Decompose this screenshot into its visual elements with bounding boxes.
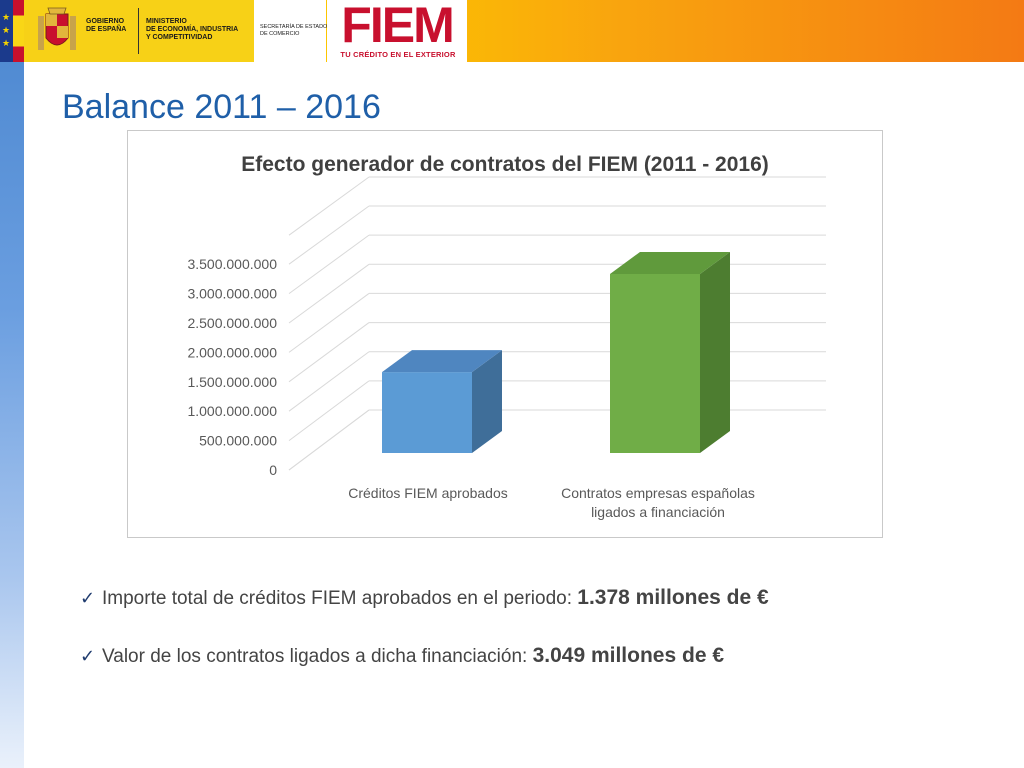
bar	[610, 274, 700, 453]
gridline-side	[288, 380, 370, 442]
checkmark-icon: ✓	[80, 588, 96, 609]
bullet-list: ✓ Importe total de créditos FIEM aprobado…	[80, 586, 769, 702]
bar-top	[382, 350, 502, 373]
gridline-side	[288, 234, 370, 295]
chart-frame: Efecto generador de contratos del FIEM (…	[127, 130, 883, 538]
x-tick-label: Créditos FIEM aprobados	[348, 485, 508, 501]
bar	[382, 372, 472, 453]
bullet-text: Valor de los contratos ligados a dicha f…	[102, 646, 533, 667]
left-accent-bar	[0, 0, 24, 768]
y-tick-label: 2.000.000.000	[187, 344, 277, 360]
eu-flag: ★ ★ ★	[0, 0, 13, 62]
fiem-logo: FIEM	[341, 0, 454, 48]
coat-of-arms-icon	[38, 7, 76, 50]
ministry-line-3: Y COMPETITIVIDAD	[146, 34, 213, 41]
y-tick-label: 3.000.000.000	[187, 286, 277, 302]
bullet-item: ✓ Valor de los contratos ligados a dicha …	[80, 644, 769, 674]
checkmark-icon: ✓	[80, 646, 96, 667]
x-tick-label: ligados a financiación	[591, 504, 725, 520]
bar-top	[610, 252, 730, 274]
star-icon: ★	[2, 13, 11, 23]
y-tick-label: 1.500.000.000	[187, 374, 277, 390]
gridline-side	[288, 176, 370, 236]
ministry-line-2: DE ECONOMÍA, INDUSTRIA	[146, 26, 239, 33]
gridline-side	[288, 263, 370, 324]
bullet-item: ✓ Importe total de créditos FIEM aprobado…	[80, 586, 769, 616]
y-tick-label: 2.500.000.000	[187, 315, 277, 331]
star-icon: ★	[2, 39, 11, 49]
gov-line-2: DE ESPAÑA	[86, 26, 127, 33]
secretary-block: SECRETARÍA DE ESTADO DE COMERCIO	[254, 0, 328, 62]
bar-chart: Efecto generador de contratos del FIEM (…	[187, 153, 826, 520]
bar-side	[472, 350, 502, 453]
fiem-logo-block: FIEM TU CRÉDITO EN EL EXTERIOR	[327, 0, 467, 62]
header-banner: ★ ★ ★ GOBIERNO DE ESPAÑA MINISTERIO DE E…	[0, 0, 1024, 62]
secretary-line-2: DE COMERCIO	[260, 31, 300, 37]
government-logo-block: GOBIERNO DE ESPAÑA MINISTERIO DE ECONOMÍ…	[24, 0, 254, 62]
gridline-side	[288, 351, 370, 412]
bullet-text: Importe total de créditos FIEM aprobados…	[102, 588, 578, 609]
divider	[138, 8, 139, 54]
secretary-line-1: SECRETARÍA DE ESTADO	[260, 24, 328, 30]
x-tick-label: Contratos empresas españolas	[561, 485, 755, 501]
fiem-tagline: TU CRÉDITO EN EL EXTERIOR	[340, 50, 456, 59]
bullet-value: 1.378 millones de €	[577, 586, 769, 609]
ministry-line-1: MINISTERIO	[146, 18, 187, 25]
y-tick-label: 500.000.000	[199, 433, 277, 449]
bar-side	[700, 252, 730, 453]
gridline-side	[288, 409, 370, 471]
y-tick-label: 3.500.000.000	[187, 256, 277, 272]
star-icon: ★	[2, 26, 11, 36]
gridline-side	[288, 293, 370, 353]
spain-flag-stripe	[13, 0, 24, 62]
y-tick-label: 0	[269, 462, 277, 478]
slide-title: Balance 2011 – 2016	[62, 88, 381, 126]
chart-title: Efecto generador de contratos del FIEM (…	[241, 153, 769, 176]
svg-text:FIEM: FIEM	[341, 0, 452, 48]
gov-line-1: GOBIERNO	[86, 18, 125, 25]
gridline-side	[288, 205, 370, 265]
y-tick-label: 1.000.000.000	[187, 403, 277, 419]
bullet-value: 3.049 millones de €	[532, 644, 725, 667]
gridline-side	[288, 322, 370, 383]
